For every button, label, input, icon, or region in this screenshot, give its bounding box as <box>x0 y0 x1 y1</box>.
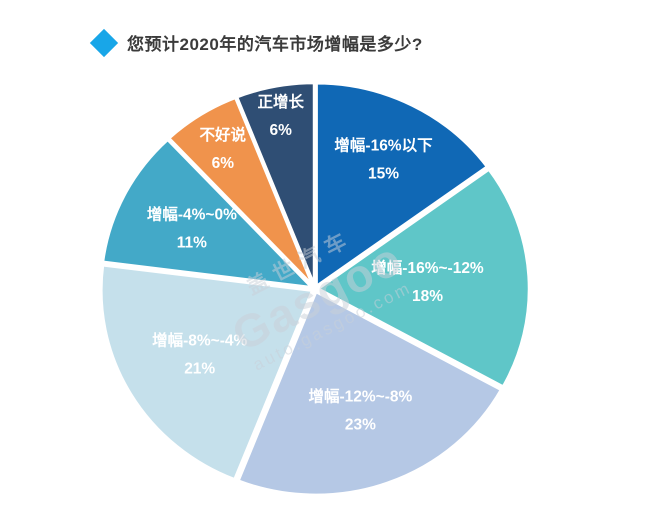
pie-slice-4 <box>99 262 315 482</box>
pie-slice-7 <box>234 80 317 289</box>
chart-header: 您预计2020年的汽车市场增幅是多少? <box>89 28 423 57</box>
chart-title: 您预计2020年的汽车市场增幅是多少? <box>127 35 423 54</box>
pie-slice-1 <box>314 81 490 289</box>
pie-slice-3 <box>236 289 504 498</box>
diamond-bullet-icon <box>89 28 119 57</box>
pie-slice-2 <box>315 167 532 389</box>
pie-slice-5 <box>100 137 315 290</box>
